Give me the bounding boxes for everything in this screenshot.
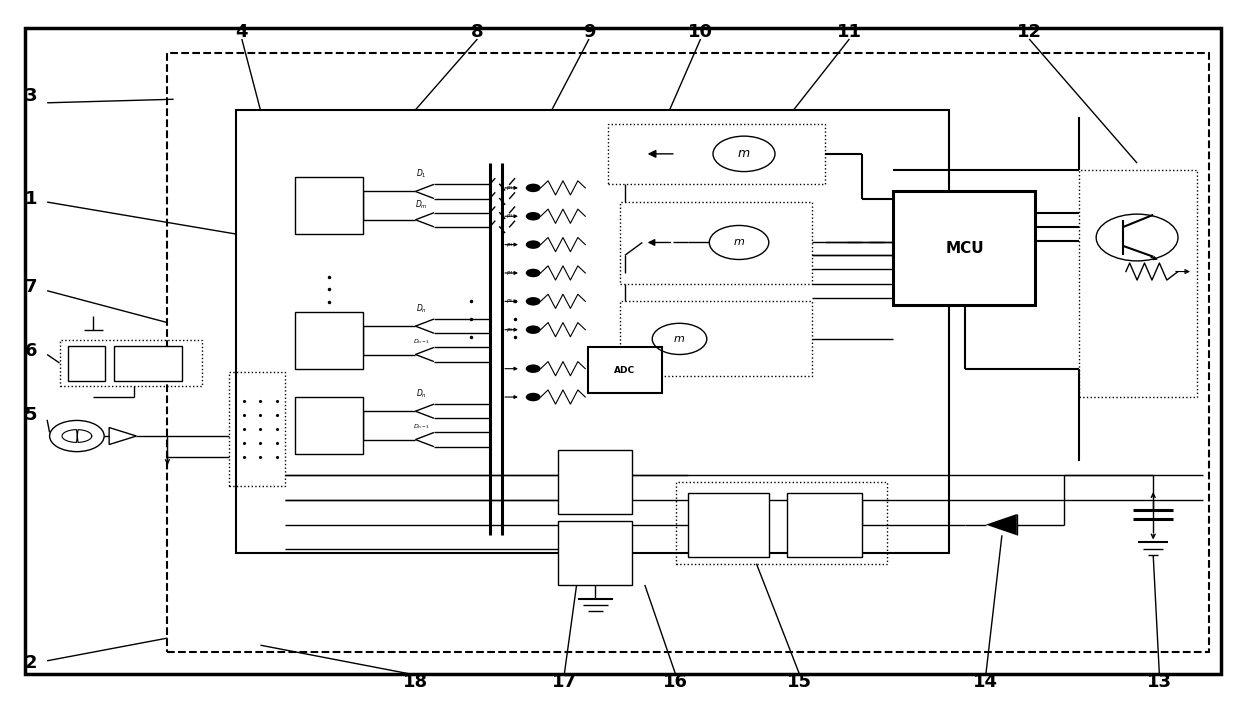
Circle shape <box>526 212 541 220</box>
Bar <box>236 110 949 553</box>
Text: 12: 12 <box>1017 23 1042 41</box>
Text: $D_m$: $D_m$ <box>415 199 428 211</box>
Text: $p_2$: $p_2$ <box>506 212 513 220</box>
Text: $D_n$: $D_n$ <box>417 302 427 315</box>
Bar <box>558 521 632 585</box>
Polygon shape <box>986 514 1017 535</box>
Circle shape <box>526 184 541 192</box>
Circle shape <box>526 240 541 249</box>
Bar <box>608 124 825 184</box>
Text: MCU: MCU <box>945 240 985 256</box>
Text: $D_{n-1}$: $D_{n-1}$ <box>413 337 430 346</box>
Circle shape <box>526 364 541 373</box>
Text: 13: 13 <box>1147 673 1172 691</box>
Text: 18: 18 <box>403 673 428 691</box>
Bar <box>676 482 887 564</box>
Text: $p_5$: $p_5$ <box>506 297 513 306</box>
Circle shape <box>526 269 541 277</box>
Text: $p_1$: $p_1$ <box>506 184 513 192</box>
Text: 8: 8 <box>471 23 484 41</box>
Circle shape <box>526 393 541 401</box>
Bar <box>893 191 1035 305</box>
Text: m: m <box>675 334 684 344</box>
Bar <box>295 312 363 369</box>
Text: 2: 2 <box>25 654 37 672</box>
Bar <box>558 450 632 514</box>
Bar <box>60 340 202 386</box>
Text: 1: 1 <box>25 189 37 208</box>
Circle shape <box>526 325 541 334</box>
Bar <box>588 347 662 393</box>
Text: 15: 15 <box>787 673 812 691</box>
Text: $p_4$: $p_4$ <box>506 269 513 277</box>
Text: 3: 3 <box>25 86 37 105</box>
Bar <box>229 372 285 486</box>
Bar <box>114 346 182 381</box>
Text: 4: 4 <box>236 23 248 41</box>
Circle shape <box>526 297 541 306</box>
Text: 16: 16 <box>663 673 688 691</box>
Text: 10: 10 <box>688 23 713 41</box>
Text: $p_3$: $p_3$ <box>506 240 513 249</box>
Text: 17: 17 <box>552 673 577 691</box>
Bar <box>787 493 862 557</box>
Text: $D_{n-1}$: $D_{n-1}$ <box>413 422 430 431</box>
Text: 5: 5 <box>25 406 37 424</box>
Bar <box>688 493 769 557</box>
Text: 6: 6 <box>25 342 37 360</box>
Text: 11: 11 <box>837 23 862 41</box>
Bar <box>620 202 812 284</box>
Bar <box>68 346 105 381</box>
Bar <box>620 301 812 376</box>
Text: 9: 9 <box>583 23 595 41</box>
Text: $D_1$: $D_1$ <box>417 167 427 180</box>
Text: 14: 14 <box>973 673 998 691</box>
Text: $D_n$: $D_n$ <box>417 387 427 400</box>
Text: ADC: ADC <box>614 366 636 374</box>
Text: $p_6$: $p_6$ <box>506 325 513 334</box>
Text: m: m <box>738 147 750 160</box>
Bar <box>167 53 1209 652</box>
Bar <box>1079 170 1197 397</box>
Bar <box>295 397 363 454</box>
Text: m: m <box>734 238 744 247</box>
Text: 7: 7 <box>25 278 37 296</box>
Bar <box>295 177 363 234</box>
